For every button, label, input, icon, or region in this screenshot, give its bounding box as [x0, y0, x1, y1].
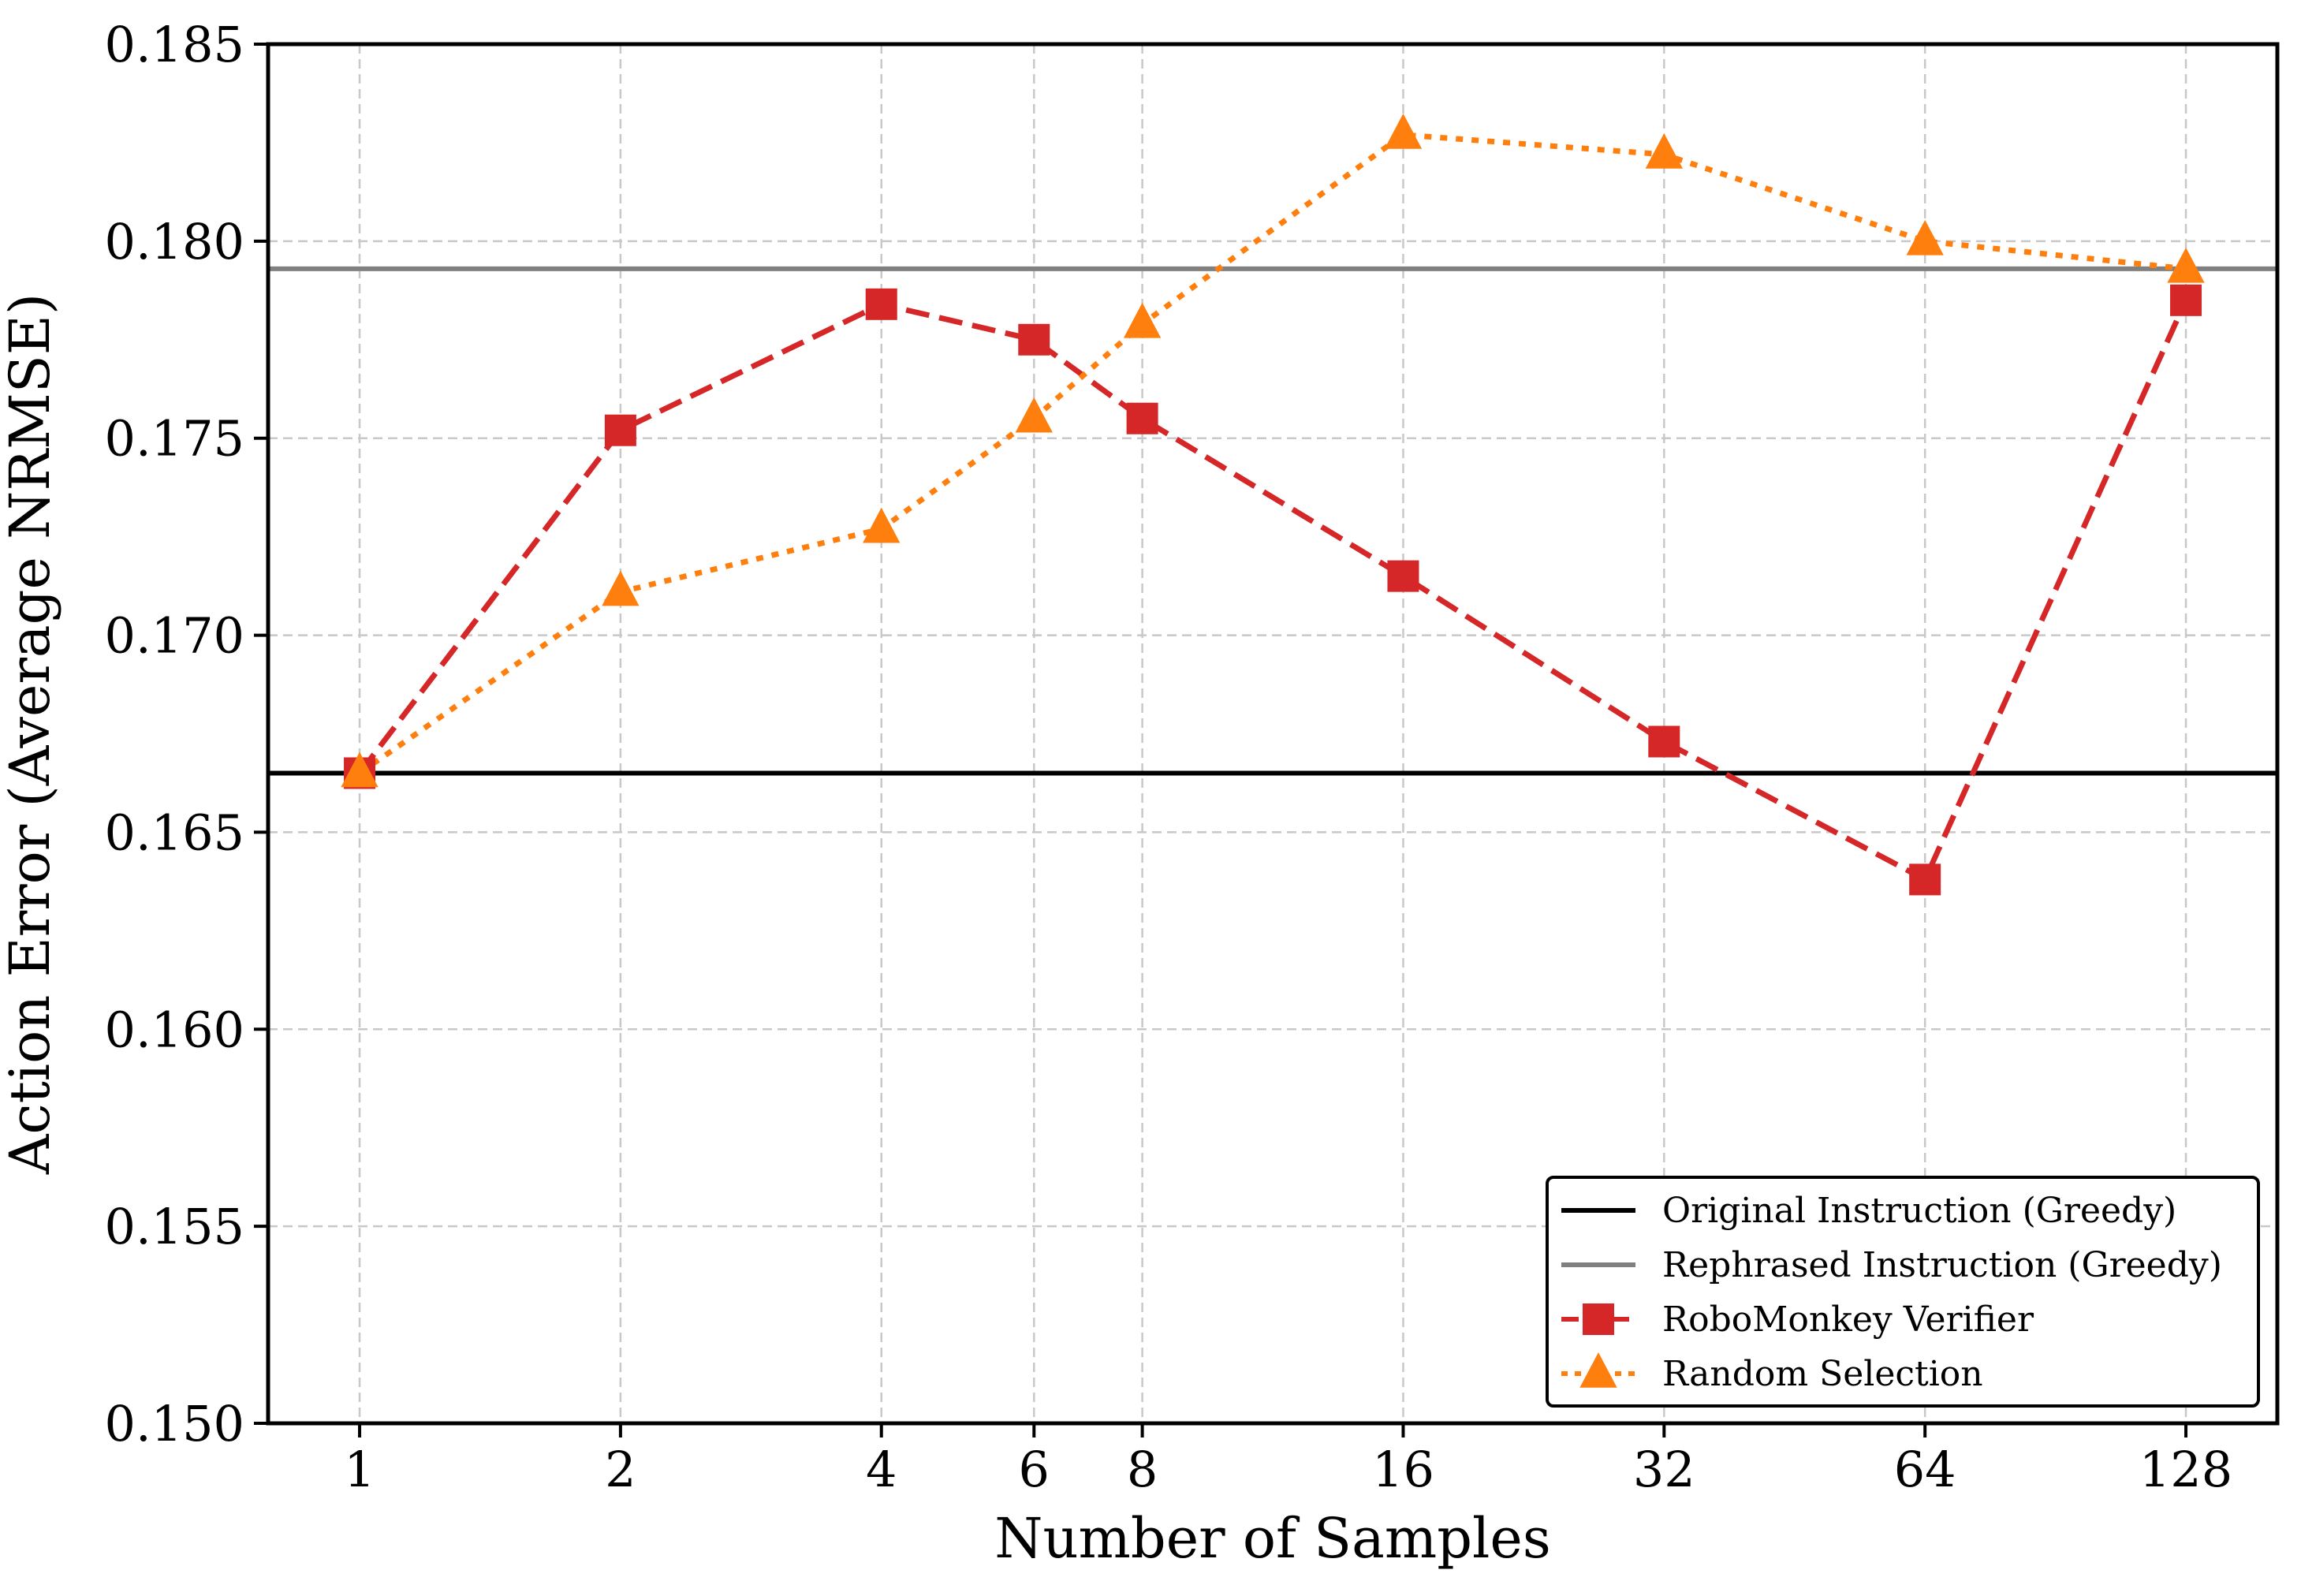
legend-label: Rephrased Instruction (Greedy)	[1662, 1245, 2222, 1285]
y-tick-label: 0.170	[105, 607, 245, 665]
data-point	[2167, 247, 2205, 283]
y-tick-label: 0.160	[105, 1001, 245, 1058]
data-point	[2170, 284, 2202, 316]
data-point	[341, 751, 379, 788]
x-tick-label: 64	[1894, 1441, 1956, 1498]
data-point	[1909, 863, 1941, 896]
plot-frame	[266, 42, 2280, 1426]
data-point	[604, 414, 636, 446]
y-axis-title: Action Error (Average NRMSE)	[0, 293, 62, 1175]
data-point	[1645, 132, 1683, 169]
data-point	[1387, 560, 1419, 592]
series-markers	[341, 113, 2205, 896]
x-tick-label: 128	[2139, 1441, 2232, 1498]
legend-marker	[1579, 1352, 1617, 1388]
data-point	[863, 507, 901, 543]
x-axis-title: Number of Samples	[994, 1506, 1551, 1571]
y-tick-label: 0.175	[105, 410, 245, 468]
y-tick-label: 0.180	[105, 213, 245, 270]
series-line	[357, 299, 2189, 882]
x-tick-label: 8	[1127, 1441, 1158, 1498]
reference-lines	[268, 266, 2277, 776]
legend-label: RoboMonkey Verifier	[1662, 1300, 2034, 1340]
x-tick-label: 1	[344, 1441, 375, 1498]
data-point	[1018, 323, 1050, 356]
data-point	[1126, 402, 1158, 434]
legend-box	[1546, 1176, 2260, 1408]
x-tick-label: 6	[1019, 1441, 1050, 1498]
y-tick-label: 0.185	[105, 16, 245, 73]
data-point	[1123, 302, 1162, 338]
data-point	[602, 570, 640, 606]
axis-ticks: 1 2 4 6 8 16 32 64 128 0.150 0.155 0.160 0.165 0.170 0…	[105, 16, 2233, 1498]
legend-marker	[1583, 1303, 1614, 1335]
legend-label: Original Instruction (Greedy)	[1662, 1191, 2176, 1231]
y-tick-label: 0.150	[105, 1395, 245, 1452]
legend: Original Instruction (Greedy) Rephrased I…	[1546, 1176, 2260, 1408]
data-point	[1015, 397, 1053, 433]
x-tick-label: 2	[605, 1441, 636, 1498]
x-tick-label: 4	[866, 1441, 897, 1498]
x-tick-label: 16	[1372, 1441, 1434, 1498]
legend-label: Random Selection	[1662, 1354, 1983, 1394]
y-tick-label: 0.165	[105, 804, 245, 861]
data-point	[1648, 725, 1680, 758]
data-point	[865, 288, 897, 320]
data-point	[1384, 113, 1423, 149]
y-tick-label: 0.155	[105, 1198, 245, 1255]
data-point	[1906, 219, 1944, 255]
x-tick-label: 32	[1633, 1441, 1695, 1498]
